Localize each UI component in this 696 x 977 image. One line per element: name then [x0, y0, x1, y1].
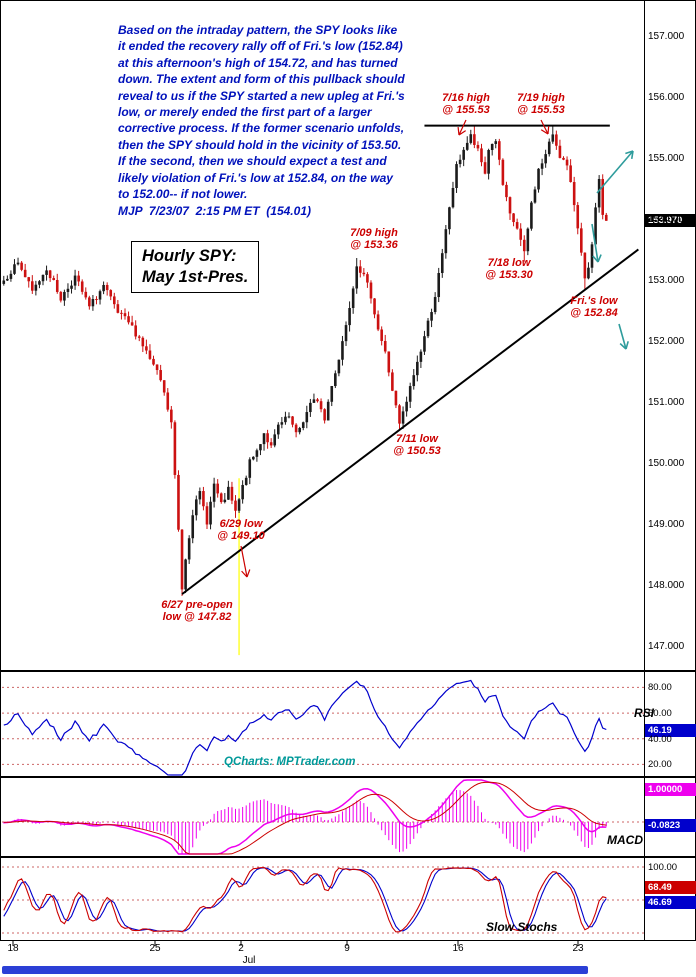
- price-axis-label: 151.000: [648, 396, 685, 408]
- price-axis-label: 155.000: [648, 152, 685, 164]
- price-axis-label: 149.000: [648, 518, 685, 530]
- teal-arrow: [591, 223, 599, 263]
- price-axis-label: 152.000: [648, 335, 685, 347]
- last-price-badge: 153.970: [645, 214, 696, 227]
- chart-annotation: Fri.'s low @ 152.84: [570, 295, 618, 319]
- macd-layer: [2, 779, 644, 855]
- red-arrow: [458, 119, 467, 136]
- chart-title-box: Hourly SPY: May 1st-Pres.: [131, 241, 260, 293]
- red-arrow: [240, 545, 248, 578]
- chart-annotation: 7/11 low @ 150.53: [393, 433, 441, 457]
- chart-annotation: 7/16 high @ 155.53: [442, 92, 490, 116]
- rsi-pane-label: RSI: [634, 706, 655, 720]
- x-axis-month-label: Jul: [242, 955, 256, 966]
- qcharts-credit: QCharts: MPTrader.com: [224, 756, 356, 768]
- x-axis-label: 16: [452, 943, 464, 954]
- rsi-axis-label: 60.00: [648, 708, 672, 720]
- price-axis-label: 153.000: [648, 274, 685, 286]
- rsi-axis-label: 40.00: [648, 733, 672, 745]
- x-axis-label: 18: [7, 943, 19, 954]
- chart-annotation: 7/19 high @ 155.53: [517, 92, 565, 116]
- red-arrow: [540, 119, 549, 135]
- chart-title-line1: Hourly SPY:: [142, 247, 237, 265]
- price-axis-label: 154.000: [648, 213, 685, 225]
- chart-title-line2: May 1st-Pres.: [142, 268, 249, 286]
- rsi-layer: [2, 679, 644, 776]
- macd-upper-badge: 1.00000: [645, 783, 696, 796]
- macd-value-badge: -0.0823: [645, 819, 696, 832]
- stoch-pane-label: Slow Stochs: [486, 920, 558, 934]
- rsi-value-badge: 46.19: [645, 724, 696, 737]
- stoch-k-value-badge: 68.49: [645, 881, 696, 894]
- price-axis-label: 147.000: [648, 640, 685, 652]
- rsi-axis-label: 80.00: [648, 682, 672, 694]
- price-axis-label: 156.000: [648, 91, 685, 103]
- chart-annotation: 6/27 pre-open low @ 147.82: [161, 599, 233, 623]
- stoch-axis-label: 100.00: [648, 862, 678, 873]
- uptrend-line: [181, 248, 639, 595]
- stoch-layer: [2, 866, 644, 934]
- commentary-byline: MJP 7/23/07 2:15 PM ET (154.01): [118, 204, 311, 218]
- rsi-axis-label: 20.00: [648, 759, 672, 771]
- macd-pane-label: MACD: [607, 833, 643, 847]
- x-axis-label: 25: [149, 943, 161, 954]
- stoch-d-value-badge: 46.69: [645, 896, 696, 909]
- chart-annotation: 6/29 low @ 149.10: [217, 518, 265, 542]
- teal-arrow: [596, 150, 634, 194]
- x-axis-label: 2: [238, 943, 244, 954]
- teal-arrow: [618, 323, 627, 350]
- price-axis-label: 150.000: [648, 457, 685, 469]
- analyst-commentary: Based on the intraday pattern, the SPY l…: [118, 23, 405, 202]
- price-axis-label: 148.000: [648, 579, 685, 591]
- price-axis-label: 157.000: [648, 30, 685, 42]
- horizontal-scrollbar-thumb[interactable]: [2, 966, 588, 974]
- chart-annotation: 7/09 high @ 153.36: [350, 227, 398, 251]
- x-axis-label: 9: [344, 943, 350, 954]
- chart-annotation: 7/18 low @ 153.30: [485, 257, 533, 281]
- main-price-layer: [2, 119, 639, 656]
- x-axis-label: 23: [572, 943, 584, 954]
